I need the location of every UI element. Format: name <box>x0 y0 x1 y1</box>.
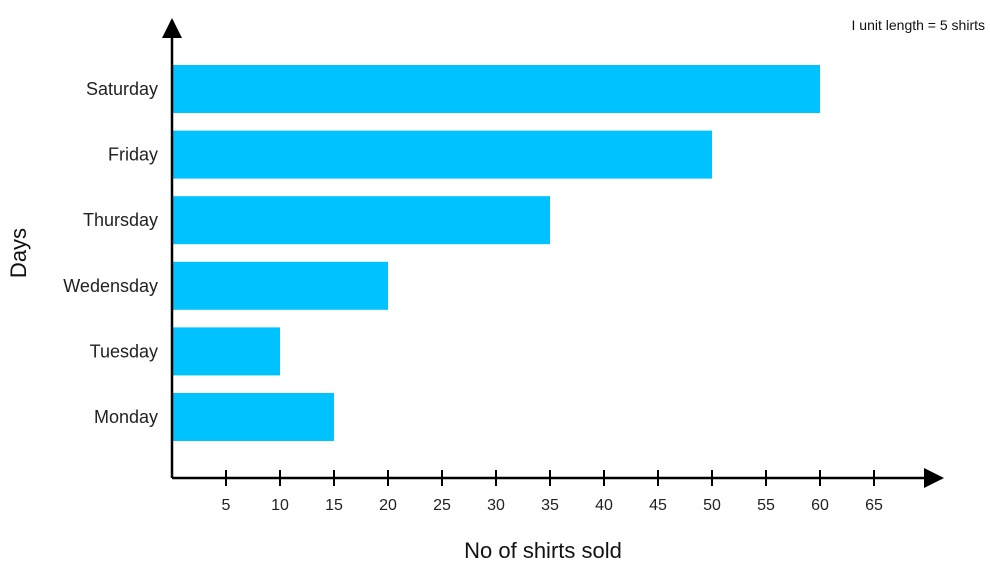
bar-monday <box>172 393 334 441</box>
category-label-friday: Friday <box>108 145 158 165</box>
x-tick-label: 50 <box>703 497 721 514</box>
category-labels: Monday Tuesday Wedensday Thursday Friday Satu… <box>63 79 158 427</box>
bar-saturday <box>172 65 820 113</box>
y-axis-title: Days <box>6 228 31 278</box>
bar-friday <box>172 130 712 179</box>
x-tick-label: 60 <box>811 497 829 514</box>
bar-thursday <box>172 196 550 245</box>
x-tick-label: 15 <box>325 497 343 514</box>
x-tick-label: 20 <box>379 497 397 514</box>
category-label-saturday: Saturday <box>86 79 158 99</box>
bar-wedensday <box>172 261 388 310</box>
bars-group <box>172 65 820 441</box>
x-tick-label: 10 <box>271 497 289 514</box>
x-tick-label: 65 <box>865 497 883 514</box>
x-tick-label: 5 <box>222 497 231 514</box>
category-label-monday: Monday <box>94 407 158 427</box>
category-label-thursday: Thursday <box>83 210 158 230</box>
x-tick-label: 45 <box>649 497 667 514</box>
x-axis-title: No of shirts sold <box>464 538 622 563</box>
x-tick-label: 55 <box>757 497 775 514</box>
scale-note: I unit length = 5 shirts <box>852 17 985 33</box>
bar-tuesday <box>172 327 280 376</box>
x-tick-label: 35 <box>541 497 559 514</box>
category-label-tuesday: Tuesday <box>90 341 158 361</box>
x-tick-label: 30 <box>487 497 505 514</box>
x-tick-label: 40 <box>595 497 613 514</box>
category-label-wedensday: Wedensday <box>63 276 158 296</box>
x-tick-label: 25 <box>433 497 451 514</box>
x-ticks: 5 10 15 20 25 30 35 40 45 50 55 60 65 <box>222 470 883 514</box>
